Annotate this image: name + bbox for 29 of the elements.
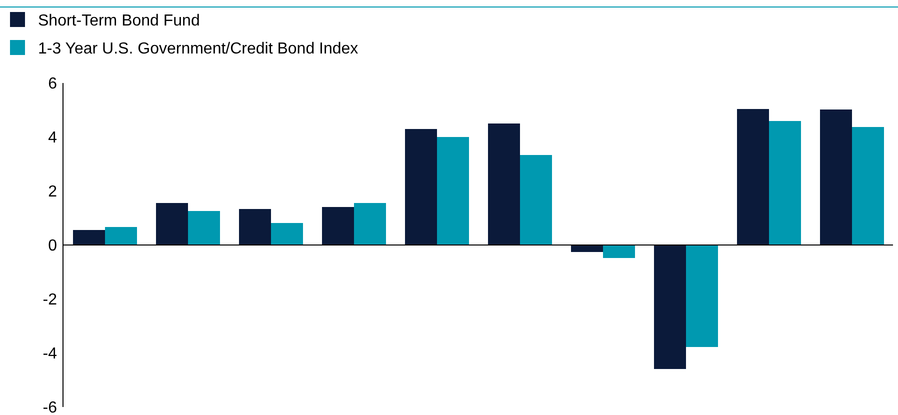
y-tick-label: -6	[42, 400, 58, 415]
bar	[737, 108, 769, 245]
legend-label: Short-Term Bond Fund	[38, 12, 200, 30]
bar	[271, 223, 303, 245]
bar	[603, 245, 635, 258]
y-tick-label: 0	[48, 238, 58, 255]
y-tick-label: 6	[48, 76, 58, 93]
bar	[571, 245, 603, 252]
bar	[239, 209, 271, 245]
bar	[105, 226, 137, 245]
y-tick-label: 2	[48, 184, 58, 201]
bar	[686, 245, 718, 348]
bar	[188, 210, 220, 245]
bar	[354, 203, 386, 245]
bar	[405, 128, 437, 245]
legend-label: 1-3 Year U.S. Government/Credit Bond Index	[38, 40, 358, 58]
bar	[820, 109, 852, 245]
bar	[769, 120, 801, 245]
y-tick-label: -2	[42, 292, 58, 309]
bar	[156, 203, 188, 245]
bar	[520, 155, 552, 245]
bar	[488, 124, 520, 245]
bar	[852, 127, 884, 245]
bar	[437, 137, 469, 245]
y-tick-label: 4	[48, 130, 58, 147]
bar	[654, 245, 686, 370]
y-tick-label: -4	[42, 346, 58, 363]
bar	[322, 207, 354, 245]
bar	[73, 230, 105, 245]
